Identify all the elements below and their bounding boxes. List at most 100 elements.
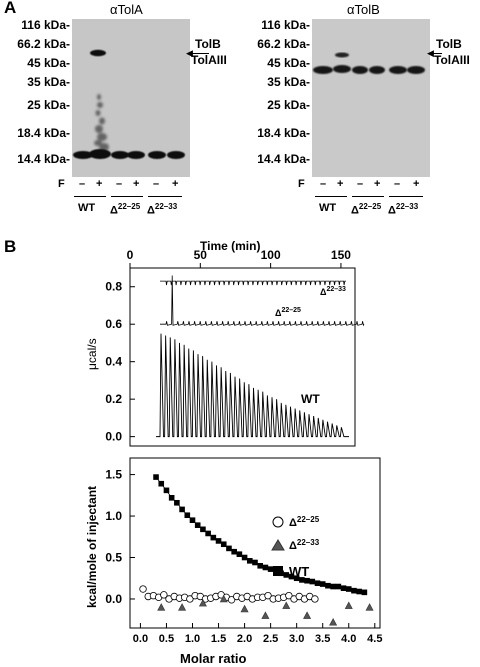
top-traces bbox=[156, 275, 365, 438]
d22-25-trace bbox=[160, 275, 365, 327]
fit-line bbox=[155, 476, 365, 593]
left-annotation-tolaiii: TolAIII bbox=[191, 53, 227, 67]
wt-point bbox=[345, 586, 352, 592]
bottom-points bbox=[139, 474, 374, 626]
lane-sign: + bbox=[172, 178, 179, 190]
d22-33-point bbox=[198, 598, 207, 607]
lane-sign: + bbox=[96, 178, 103, 190]
trace-label-d22-33: Δ22–33 bbox=[320, 286, 346, 297]
wt-point bbox=[283, 572, 290, 578]
wt-point bbox=[153, 474, 159, 480]
group-underline bbox=[389, 196, 423, 197]
x-tick-label: 4.0 bbox=[341, 633, 356, 645]
mw-marker: 35 kDa- bbox=[27, 75, 70, 89]
group-underline bbox=[352, 196, 384, 197]
legend: Δ22–25 Δ22–33 WT bbox=[271, 515, 320, 579]
d22-33-point bbox=[178, 603, 187, 611]
wt-point bbox=[335, 583, 342, 590]
y-tick-label: 0.8 bbox=[105, 280, 122, 294]
x-tick-label: 3.5 bbox=[315, 633, 330, 645]
legend-label-d22-33: Δ22–33 bbox=[289, 538, 320, 552]
bottom-x-ticks: 0.0 0.5 1.0 1.5 2.0 2.5 3.0 3.5 4.0 4.5 bbox=[133, 623, 382, 645]
legend-square-icon bbox=[273, 566, 283, 576]
wt-point bbox=[194, 522, 201, 528]
d22-33-point bbox=[219, 594, 228, 603]
y-tick-label: 1.0 bbox=[105, 509, 122, 523]
wt-point bbox=[356, 588, 362, 595]
x-tick-label: 2.5 bbox=[263, 633, 278, 645]
d22-25-point bbox=[186, 595, 194, 603]
mw-marker: 66.2 kDa- bbox=[257, 37, 310, 51]
mw-marker: 66.2 kDa- bbox=[17, 37, 70, 51]
d22-25-point bbox=[160, 591, 168, 599]
d22-25-point bbox=[139, 585, 147, 593]
lane-sign: + bbox=[413, 178, 420, 190]
group-label-d22-25: Δ22–25 bbox=[110, 202, 141, 217]
group-label-d22-33: Δ22–33 bbox=[147, 202, 178, 217]
y-tick-label: 1.5 bbox=[105, 468, 122, 482]
top-x-ticks: 0 50 100 150 bbox=[127, 248, 351, 268]
wt-point bbox=[241, 554, 248, 561]
wt-point bbox=[205, 530, 211, 537]
d22-33-point bbox=[240, 604, 249, 613]
left-blot-membrane bbox=[72, 19, 190, 177]
wt-point bbox=[184, 512, 191, 519]
y-tick-label: 0.0 bbox=[105, 430, 122, 444]
wt-point bbox=[288, 573, 295, 580]
left-blot-title: αTolA bbox=[110, 2, 143, 17]
x-tick-label: 100 bbox=[261, 248, 281, 262]
d22-25-point bbox=[264, 591, 272, 600]
mw-marker: 25 kDa- bbox=[267, 98, 310, 112]
right-blot-bands bbox=[312, 19, 430, 177]
legend-open-circle-icon bbox=[272, 516, 284, 528]
right-f-label: F bbox=[298, 178, 305, 190]
wt-point bbox=[325, 582, 331, 589]
group-underline bbox=[111, 196, 143, 197]
bottom-y-ticks: 0.0 0.5 1.0 1.5 bbox=[105, 468, 135, 606]
left-f-label: F bbox=[58, 178, 65, 190]
group-underline bbox=[74, 196, 106, 197]
x-tick-label: 1.0 bbox=[185, 633, 200, 645]
x-tick-label: 4.5 bbox=[367, 633, 382, 645]
wt-point bbox=[189, 517, 196, 523]
bottom-ylabel: kcal/mole of injectant bbox=[85, 486, 99, 608]
left-annotation-tolb: TolB bbox=[195, 37, 221, 51]
wt-point bbox=[226, 545, 232, 552]
legend-label-wt: WT bbox=[289, 564, 309, 579]
group-label-d22-25: Δ22–25 bbox=[351, 202, 382, 217]
top-y-ticks: 0.0 0.2 0.4 0.6 0.8 bbox=[105, 280, 135, 444]
lane-sign: + bbox=[374, 178, 381, 190]
left-arrowhead-icon: ◀ bbox=[186, 48, 193, 58]
left-blot-bands bbox=[72, 19, 190, 177]
wt-point bbox=[293, 575, 300, 582]
d22-33-point bbox=[365, 603, 374, 611]
x-tick-label: 2.0 bbox=[237, 633, 252, 645]
wt-point bbox=[163, 487, 170, 494]
mw-marker: 18.4 kDa- bbox=[17, 126, 70, 140]
wt-point bbox=[361, 589, 368, 596]
lane-sign: – bbox=[79, 178, 86, 190]
wt-point bbox=[319, 581, 326, 587]
mw-marker: 35 kDa- bbox=[267, 75, 310, 89]
d22-33-trace bbox=[160, 280, 346, 286]
group-underline bbox=[148, 196, 182, 197]
group-label-wt: WT bbox=[319, 202, 337, 214]
group-label-d22-33: Δ22–33 bbox=[388, 202, 419, 217]
wt-trace bbox=[156, 333, 349, 438]
d22-33-point bbox=[303, 611, 312, 619]
wt-point bbox=[220, 541, 227, 548]
wt-point bbox=[304, 577, 310, 584]
d22-25-point bbox=[285, 591, 293, 600]
wt-point bbox=[231, 548, 237, 555]
wt-point bbox=[314, 580, 321, 587]
wt-point bbox=[351, 587, 357, 594]
wt-point bbox=[340, 585, 347, 591]
panel-a-letter: A bbox=[4, 0, 17, 17]
wt-point bbox=[267, 566, 274, 572]
right-annotation-tolaiii: TolAIII bbox=[434, 53, 470, 67]
wt-point bbox=[179, 506, 185, 513]
y-tick-label: 0.5 bbox=[105, 551, 122, 565]
legend-label-d22-25: Δ22–25 bbox=[289, 515, 320, 529]
bottom-xlabel: Molar ratio bbox=[180, 651, 247, 666]
